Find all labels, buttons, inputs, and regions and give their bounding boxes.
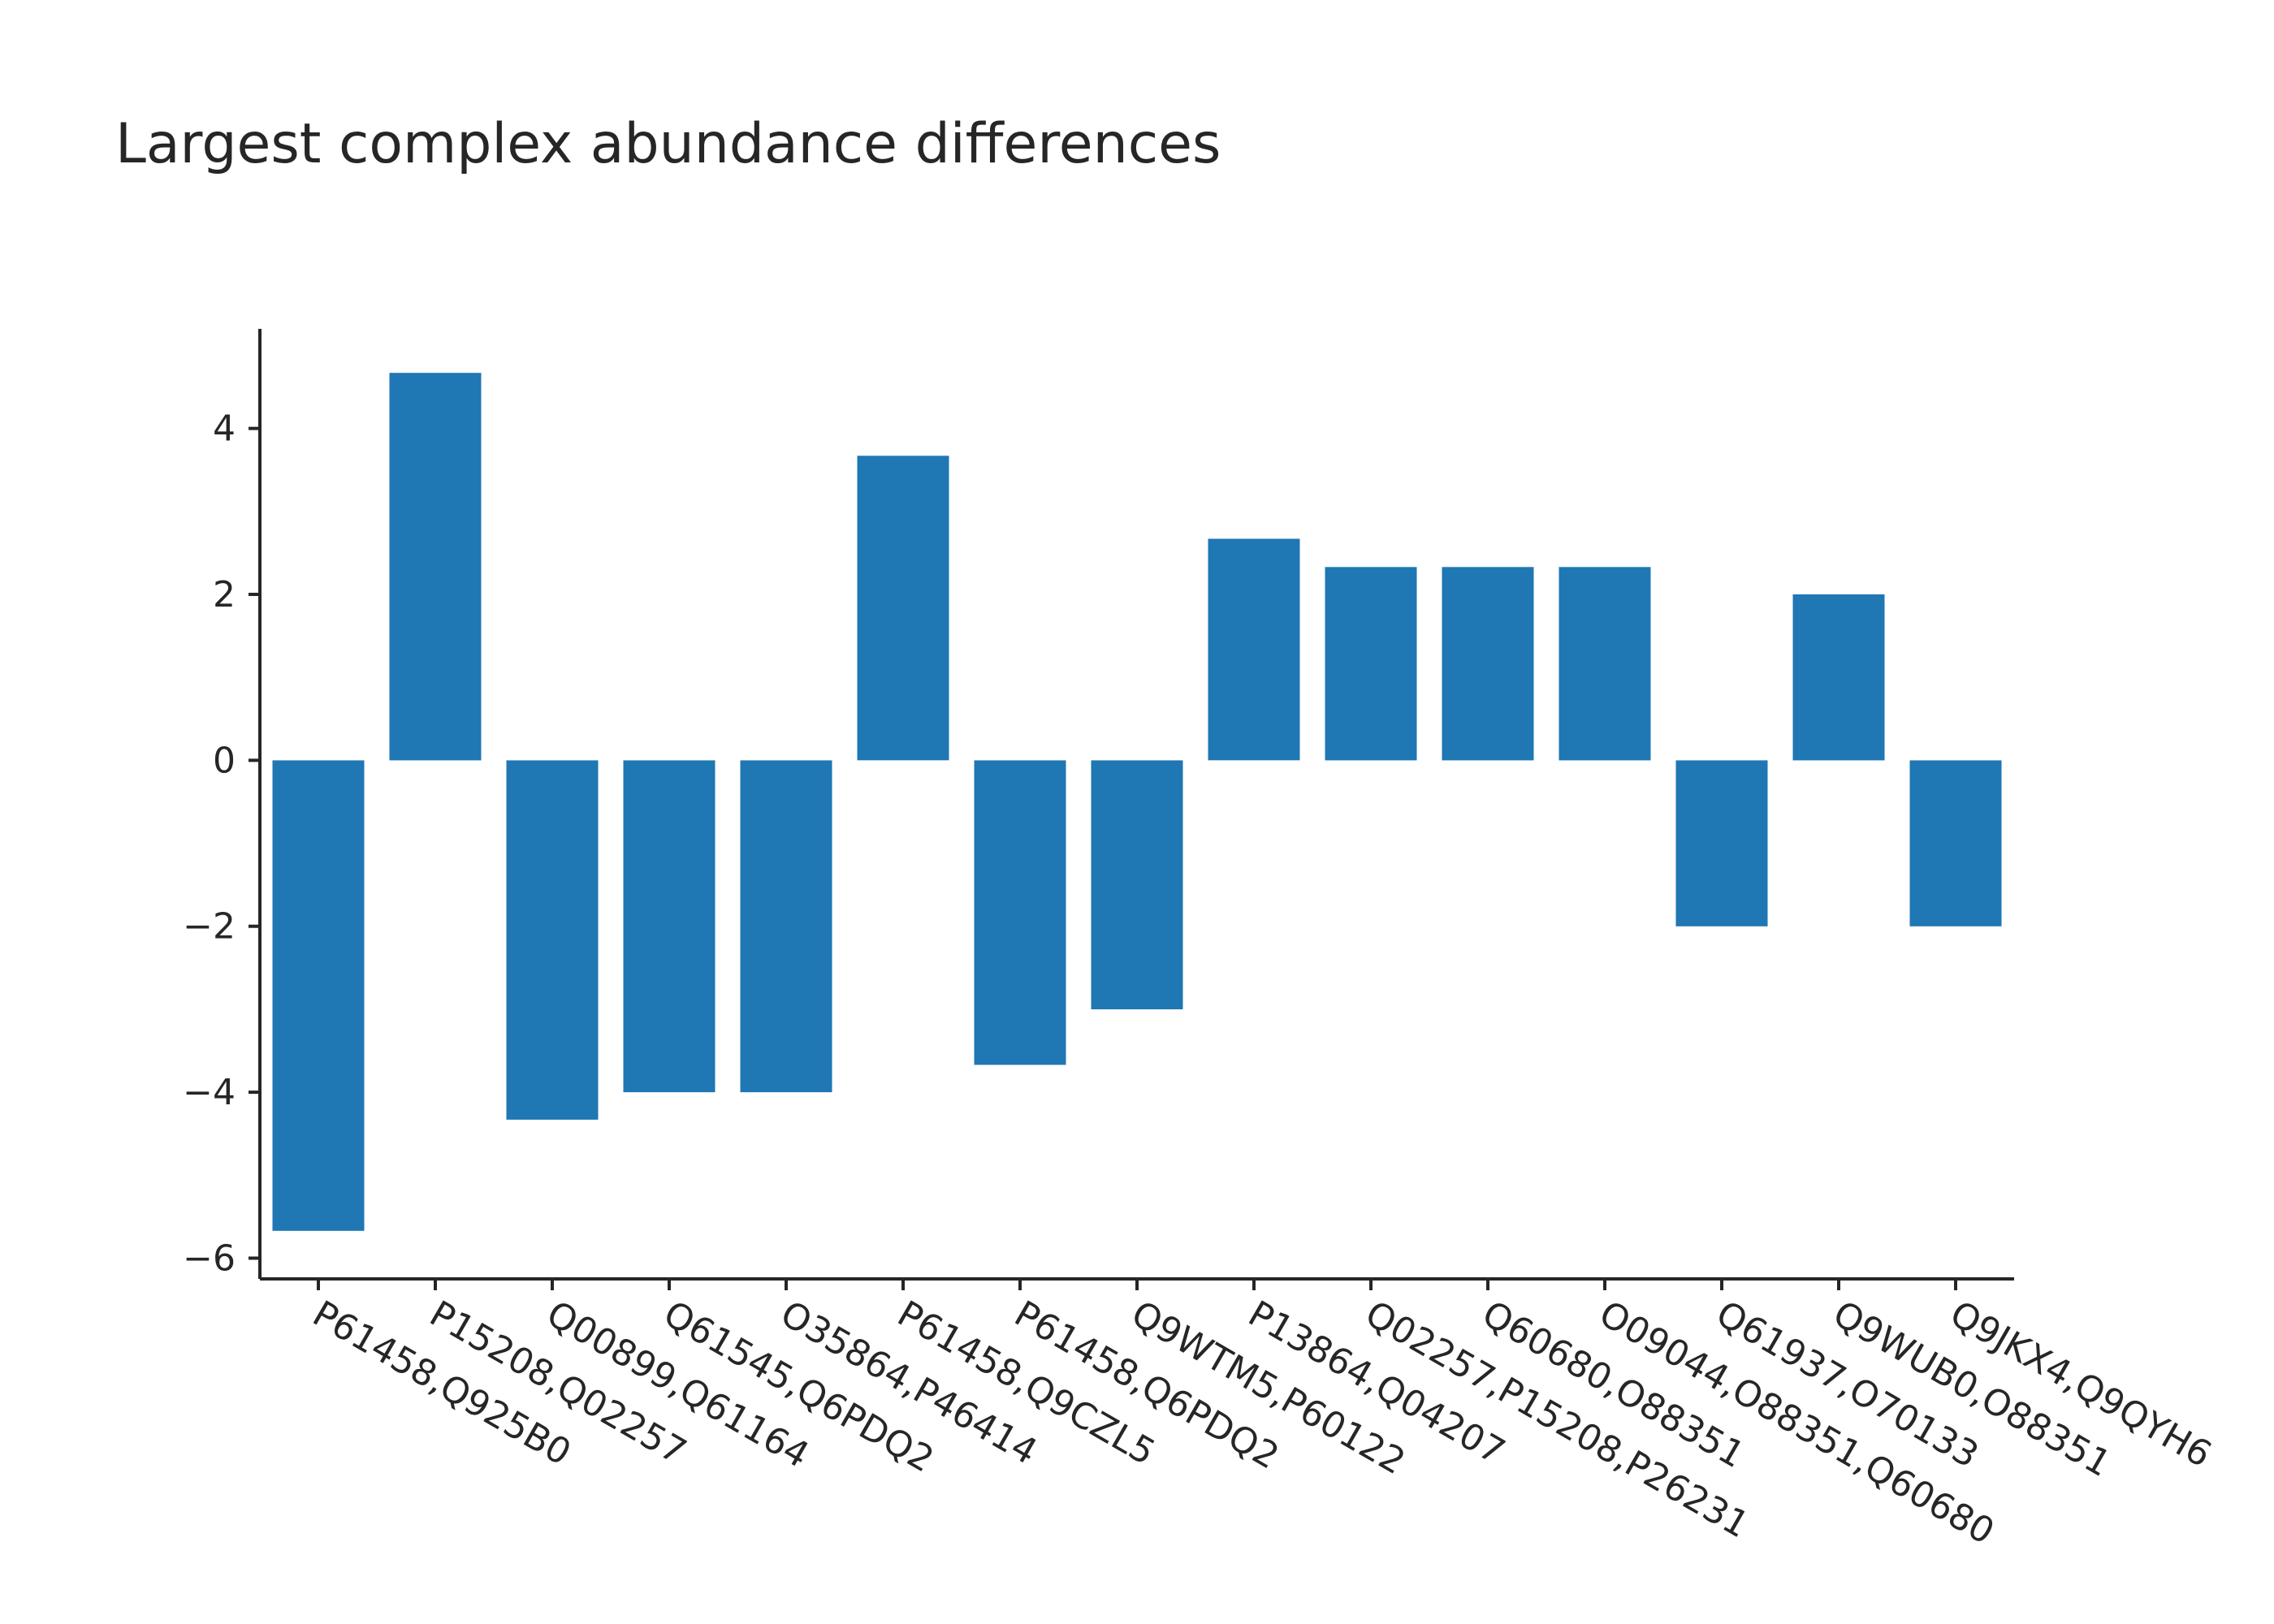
bar-3 — [506, 760, 599, 1120]
y-axis: 4 2 0 −2 −4 −6 — [183, 329, 262, 1279]
bar-4 — [623, 760, 715, 1093]
bar-10 — [1325, 567, 1417, 761]
y-tick-label: −6 — [183, 1237, 236, 1279]
bar-7 — [974, 760, 1066, 1065]
bar-8 — [1091, 760, 1183, 1009]
bar-1 — [272, 760, 365, 1231]
y-tick-label: −2 — [183, 906, 236, 948]
bar-13 — [1675, 760, 1768, 926]
bar-6 — [857, 456, 949, 761]
bar-9 — [1208, 538, 1300, 761]
bar-14 — [1792, 594, 1885, 761]
y-tick-label: −4 — [183, 1072, 236, 1113]
bar-11 — [1442, 567, 1534, 761]
x-axis: P61458,Q925B0P15208,Q02257Q00899,Q61164Q… — [260, 1277, 2218, 1553]
y-tick-label: 2 — [213, 574, 236, 615]
bar-2 — [389, 373, 482, 761]
bar-15 — [1909, 760, 2002, 926]
bar-12 — [1559, 567, 1651, 761]
y-tick-label: 4 — [213, 408, 236, 450]
bar-5 — [740, 760, 832, 1093]
chart-title: Largest complex abundance differences — [115, 112, 1221, 176]
y-tick-label: 0 — [213, 740, 236, 781]
bars-layer — [272, 373, 2002, 1231]
